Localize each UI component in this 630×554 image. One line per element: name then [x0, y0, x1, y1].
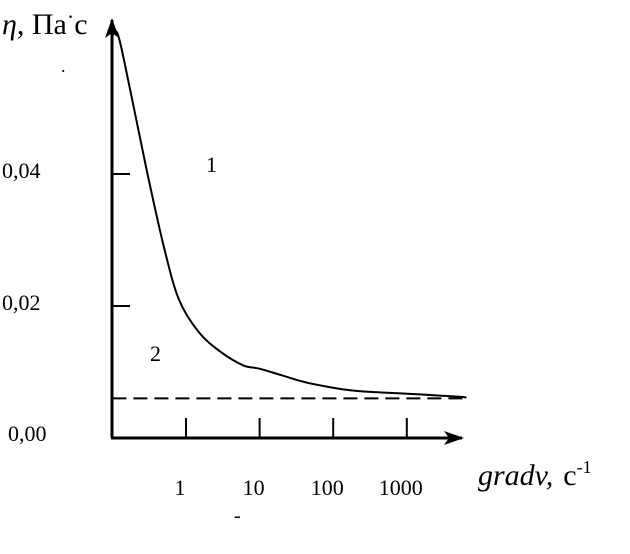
y-axis-unit-prefix: , Па: [17, 8, 67, 41]
stray-mark-dash: -: [234, 505, 241, 527]
ticks-layer: 0,04 0,02 0,00 1 10 100 1000: [2, 158, 423, 500]
x-axis-unit: с: [563, 459, 576, 492]
x-axis-label-text: gradv,: [478, 459, 553, 492]
series-label-1: 1: [206, 152, 217, 177]
y-tick-label: 0,02: [2, 290, 41, 315]
x-axis-label: gradv, с-1: [478, 457, 592, 492]
series-label-2: 2: [150, 341, 161, 366]
y-axis-unit-suffix: с: [74, 8, 87, 41]
series-line-1: [111, 30, 467, 399]
x-tick-label: 10: [243, 475, 265, 500]
x-tick-label: 1000: [379, 475, 423, 500]
series-layer: 12: [111, 30, 467, 400]
x-axis-unit-exponent: -1: [577, 457, 592, 477]
y-axis-label: η, Па·с: [2, 4, 88, 41]
x-tick-label: 1: [175, 475, 186, 500]
y-tick-label: 0,04: [2, 158, 41, 183]
y-axis-symbol: η: [2, 8, 17, 41]
stray-mark-dot: .: [61, 56, 66, 76]
y-tick-label: 0,00: [8, 421, 47, 446]
x-tick-label: 100: [311, 475, 344, 500]
y-axis-unit-dot: ·: [67, 4, 74, 29]
